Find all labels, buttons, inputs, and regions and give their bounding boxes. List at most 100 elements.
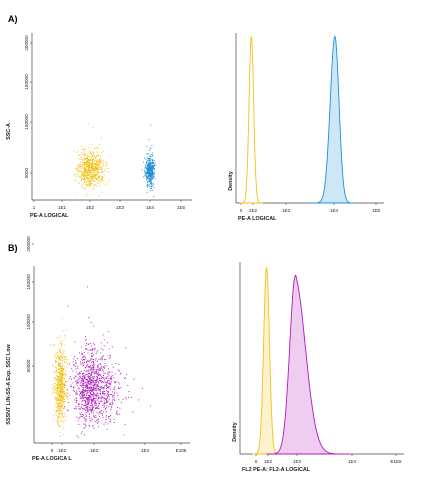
- scatter-point-magenta: [95, 353, 97, 355]
- scatter-point-magenta: [82, 356, 84, 358]
- scatter-point-yellow: [60, 379, 63, 381]
- scatter-point-yellow: [92, 177, 94, 179]
- scatter-point-magenta: [112, 366, 114, 368]
- scatter-point-magenta: [107, 423, 109, 425]
- scatter-point-yellow: [86, 166, 88, 168]
- scatter-point-magenta: [71, 378, 73, 381]
- scatter-point-magenta: [100, 358, 102, 360]
- scatter-point-magenta: [125, 398, 127, 400]
- scatter-point-magenta: [92, 348, 94, 350]
- scatter-point-yellow: [58, 384, 60, 386]
- scatter-point-yellow: [59, 385, 61, 387]
- scatter-point-magenta: [85, 411, 87, 414]
- scatter-point-yellow: [62, 330, 64, 332]
- scatter-point-yellow: [61, 382, 63, 384]
- scatter-point-yellow: [92, 185, 94, 187]
- scatter-point-magenta: [93, 363, 95, 365]
- scatter-point-yellow: [98, 143, 101, 146]
- scatter-point-yellow: [60, 359, 62, 361]
- scatter-point-magenta: [81, 380, 83, 382]
- scatter-point-magenta: [86, 400, 89, 402]
- scatter-point-magenta: [96, 351, 98, 353]
- scatter-point-yellow: [101, 152, 103, 154]
- scatter-point-magenta: [101, 382, 103, 384]
- scatter-point-yellow: [86, 155, 88, 157]
- x-tick-label: 1E3: [282, 208, 291, 213]
- scatter-point-yellow: [92, 126, 94, 128]
- scatter-point-yellow: [101, 192, 103, 194]
- scatter-point-yellow: [96, 182, 98, 184]
- scatter-point-magenta: [110, 393, 112, 396]
- scatter-point-yellow: [95, 163, 97, 165]
- scatter-point-yellow: [57, 351, 59, 353]
- scatter-point-yellow: [59, 356, 61, 358]
- scatter-point-magenta: [83, 427, 85, 429]
- scatter-point-magenta: [83, 434, 85, 436]
- scatter-point-yellow: [62, 360, 64, 362]
- scatter-point-blue: [150, 170, 152, 172]
- scatter-point-yellow: [61, 386, 63, 388]
- scatter-point-yellow: [62, 395, 64, 397]
- scatter-point-yellow: [73, 150, 75, 152]
- scatter-point-magenta: [87, 406, 89, 408]
- scatter-point-yellow: [101, 166, 103, 168]
- scatter-point-yellow: [84, 178, 86, 180]
- scatter-point-magenta: [110, 375, 112, 377]
- scatter-point-blue: [145, 172, 147, 174]
- scatter-point-yellow: [64, 413, 66, 415]
- scatter-point-magenta: [108, 398, 110, 400]
- scatter-point-magenta: [95, 398, 97, 400]
- scatter-point-magenta: [83, 418, 85, 420]
- scatter-point-magenta: [73, 377, 75, 379]
- scatter-point-magenta: [90, 412, 92, 414]
- scatter-point-magenta: [89, 407, 91, 409]
- scatter-point-magenta: [84, 396, 86, 398]
- scatter-point-yellow: [56, 379, 58, 381]
- scatter-point-magenta: [88, 400, 91, 402]
- scatter-point-yellow: [62, 427, 64, 429]
- scatter-point-magenta: [88, 413, 91, 415]
- scatter-point-magenta: [95, 358, 97, 360]
- scatter-point-yellow: [97, 176, 99, 178]
- scatter-point-magenta: [83, 404, 85, 406]
- scatter-point-magenta: [86, 393, 88, 395]
- scatter-point-yellow: [92, 151, 94, 153]
- scatter-point-magenta: [103, 378, 106, 380]
- scatter-point-magenta: [81, 378, 83, 380]
- scatter-point-magenta: [101, 369, 103, 371]
- scatter-point-yellow: [60, 410, 62, 412]
- scatter-point-yellow: [102, 160, 104, 162]
- scatter-point-magenta: [72, 361, 74, 363]
- scatter-point-yellow: [92, 171, 94, 173]
- scatter-point-magenta: [106, 382, 108, 384]
- scatter-point-yellow: [95, 147, 97, 149]
- scatter-point-magenta: [86, 362, 88, 364]
- scatter-point-yellow: [65, 419, 67, 421]
- scatter-point-yellow: [99, 166, 101, 169]
- scatter-point-yellow: [58, 397, 60, 399]
- scatter-point-yellow: [56, 420, 58, 422]
- scatter-point-yellow: [88, 175, 90, 177]
- scatter-point-yellow: [81, 177, 84, 180]
- scatter-point-magenta: [95, 402, 97, 404]
- scatter-point-magenta: [97, 385, 99, 387]
- scatter-point-magenta: [97, 399, 99, 401]
- scatter-point-magenta: [101, 359, 103, 361]
- scatter-point-magenta: [78, 408, 80, 410]
- scatter-point-magenta: [115, 381, 117, 383]
- scatter-point-magenta: [105, 382, 107, 384]
- scatter-point-magenta: [105, 372, 107, 374]
- scatter-point-magenta: [107, 391, 109, 393]
- scatter-point-yellow: [87, 164, 89, 166]
- scatter-point-yellow: [88, 185, 90, 187]
- scatter-point-magenta: [110, 382, 112, 384]
- scatter-point-yellow: [62, 383, 64, 385]
- scatter-point-magenta: [91, 405, 93, 407]
- scatter-point-magenta: [72, 386, 74, 388]
- x-tick-label: 1E4: [146, 205, 155, 210]
- scatter-point-magenta: [83, 381, 85, 383]
- scatter-point-yellow: [87, 166, 89, 168]
- scatter-point-blue: [147, 180, 149, 182]
- scatter-point-blue: [149, 187, 151, 189]
- scatter-point-blue: [148, 178, 150, 180]
